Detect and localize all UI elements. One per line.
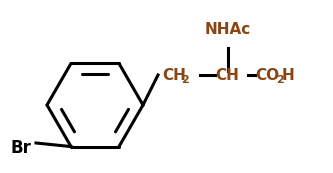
Text: CH: CH	[162, 67, 186, 83]
Text: NHAc: NHAc	[205, 22, 251, 37]
Text: 2: 2	[276, 75, 284, 85]
Text: 2: 2	[181, 75, 189, 85]
Text: CO: CO	[255, 67, 279, 83]
Text: CH: CH	[215, 67, 239, 83]
Text: H: H	[282, 67, 295, 83]
Text: Br: Br	[10, 139, 31, 157]
